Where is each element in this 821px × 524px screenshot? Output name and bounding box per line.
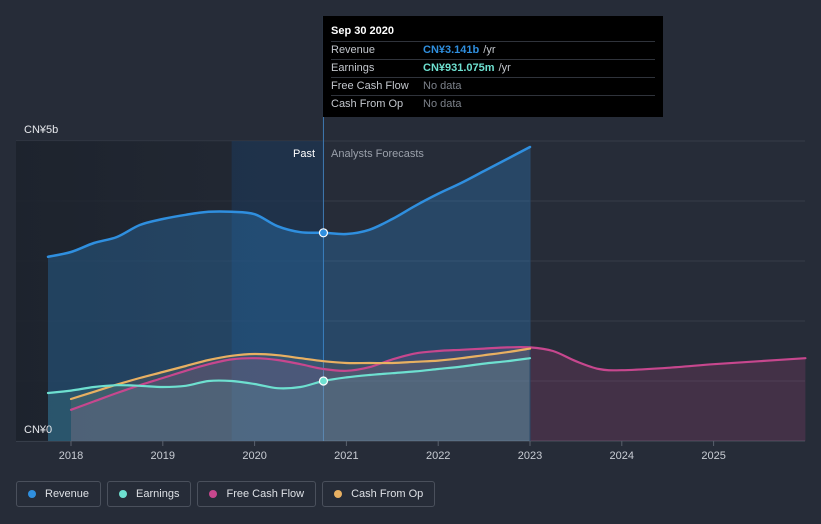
legend-item-free-cash-flow[interactable]: Free Cash Flow — [197, 481, 317, 507]
tooltip-unit: /yr — [498, 62, 511, 74]
legend-label: Earnings — [136, 488, 180, 500]
legend-item-earnings[interactable]: Earnings — [107, 481, 192, 507]
x-tick-label: 2021 — [334, 450, 358, 462]
legend-item-cash-from-op[interactable]: Cash From Op — [322, 481, 436, 507]
x-tick-label: 2019 — [151, 450, 175, 462]
chart-legend: Revenue Earnings Free Cash Flow Cash Fro… — [16, 481, 436, 507]
y-axis-top-label: CN¥5b — [24, 124, 58, 136]
tooltip-row-earnings: Earnings CN¥931.075m /yr — [331, 59, 655, 77]
hover-markers — [318, 228, 329, 386]
tooltip-label: Revenue — [331, 44, 376, 56]
earnings-dot-icon — [119, 490, 128, 498]
tooltip-row-free-cash-flow: Free Cash Flow No data — [331, 77, 655, 95]
tooltip-label: Free Cash Flow — [331, 80, 409, 92]
axis-labels: CN¥5b CN¥0 Past Analysts Forecasts — [24, 124, 424, 436]
legend-label: Revenue — [45, 488, 90, 500]
x-axis-ticks: 2018 2019 2020 2021 2022 2023 2024 2025 — [59, 441, 726, 462]
earnings-area — [48, 358, 530, 441]
hover-tooltip: Sep 30 2020 Revenue CN¥3.141b /yr Earnin… — [323, 16, 663, 117]
revenue-dot-icon — [28, 490, 36, 498]
x-tick-label: 2025 — [701, 450, 725, 462]
x-tick-label: 2018 — [59, 450, 83, 462]
tooltip-value: No data — [423, 80, 462, 92]
tooltip-value: CN¥931.075m — [423, 62, 495, 74]
cash-from-op-dot-icon — [334, 490, 343, 498]
legend-label: Free Cash Flow — [226, 488, 305, 500]
tooltip-row-revenue: Revenue CN¥3.141b /yr — [331, 41, 655, 59]
past-label: Past — [293, 148, 315, 160]
revenue-area — [48, 147, 530, 441]
tooltip-value: CN¥3.141b — [423, 44, 480, 56]
cash-from-op-line — [69, 347, 532, 401]
forecast-label: Analysts Forecasts — [331, 148, 424, 160]
y-axis-bottom-label: CN¥0 — [24, 424, 52, 436]
revenue-line — [46, 145, 532, 259]
free-cash-flow-dot-icon — [209, 490, 218, 498]
company-financials-chart: CN¥5b CN¥0 Past Analysts Forecasts 2018 2… — [16, 16, 807, 462]
tooltip-label: Cash From Op — [331, 98, 404, 110]
earnings-line — [46, 357, 532, 395]
x-tick-label: 2022 — [426, 450, 450, 462]
tooltip-unit: /yr — [483, 44, 496, 56]
earnings-marker — [318, 376, 329, 386]
tooltip-value: No data — [423, 98, 462, 110]
tooltip-date: Sep 30 2020 — [331, 25, 394, 37]
tooltip-label: Earnings — [331, 62, 375, 74]
legend-item-revenue[interactable]: Revenue — [16, 481, 102, 507]
revenue-marker — [318, 228, 329, 238]
x-tick-label: 2020 — [242, 450, 266, 462]
x-tick-label: 2023 — [518, 450, 542, 462]
free-cash-flow-line — [69, 345, 807, 411]
series-lines — [46, 145, 807, 411]
tooltip-row-cash-from-op: Cash From Op No data — [331, 95, 655, 113]
hover-band — [231, 141, 324, 441]
legend-label: Cash From Op — [351, 488, 424, 500]
x-tick-label: 2024 — [610, 450, 634, 462]
